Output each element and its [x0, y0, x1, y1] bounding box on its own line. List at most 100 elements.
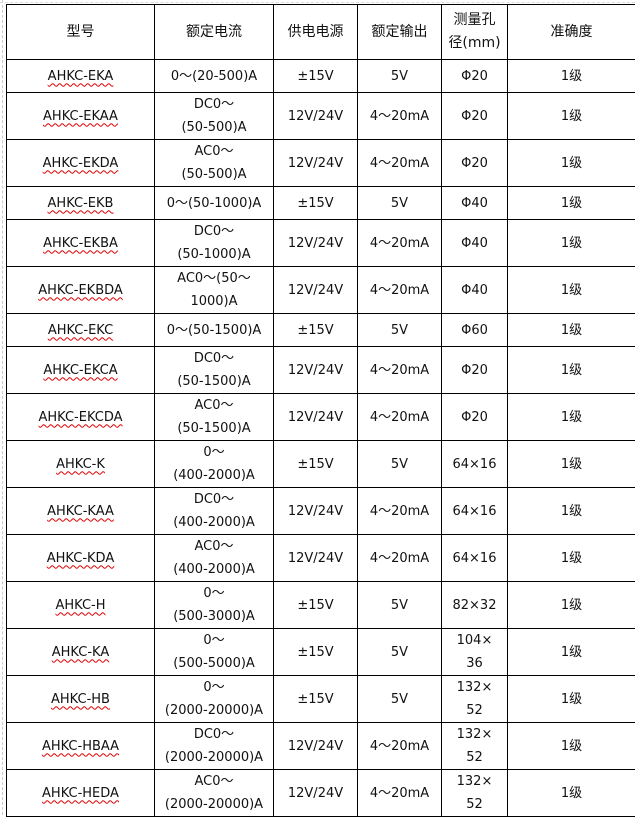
rated-current-cell-text: DC0～ (50-500)A: [181, 97, 246, 135]
accuracy-cell-text: 1级: [561, 69, 582, 84]
rated-output-cell-text: 5V: [391, 196, 408, 211]
rated-output-cell: 4～20mA: [358, 394, 442, 441]
aperture-cell: Φ20: [442, 140, 508, 187]
rated-current-cell: 0～ (500-3000)A: [155, 582, 274, 629]
model-cell-text: AHKC-KA: [52, 645, 109, 660]
rated-output-cell: 5V: [358, 187, 442, 220]
aperture-cell-text: 64×16: [453, 504, 497, 519]
rated-current-cell-text: DC0～ (50-1000)A: [177, 224, 250, 262]
accuracy-cell-text: 1级: [561, 109, 582, 124]
table-header-row: 型号 额定电流 供电电源 额定输出 测量孔 径(mm) 准确度: [7, 5, 635, 60]
power-supply-cell: 12V/24V: [274, 535, 358, 582]
power-supply-cell: 12V/24V: [274, 488, 358, 535]
accuracy-cell-text: 1级: [561, 236, 582, 251]
accuracy-cell-text: 1级: [561, 739, 582, 754]
model-cell-text: AHKC-EKBA: [43, 236, 118, 251]
accuracy-cell: 1级: [508, 140, 635, 187]
rated-current-cell-text: DC0～ (400-2000)A: [173, 492, 255, 530]
accuracy-cell: 1级: [508, 535, 635, 582]
aperture-cell: Φ40: [442, 187, 508, 220]
rated-current-cell: 0～ (2000-20000)A: [155, 676, 274, 723]
power-supply-cell: 12V/24V: [274, 140, 358, 187]
header-power-supply: 供电电源: [274, 5, 358, 60]
rated-output-cell: 5V: [358, 629, 442, 676]
rated-current-cell: AC0～ (50-500)A: [155, 140, 274, 187]
aperture-cell-text: Φ20: [461, 410, 488, 425]
rated-current-cell: DC0～ (50-1500)A: [155, 347, 274, 394]
power-supply-cell-text: 12V/24V: [288, 109, 343, 124]
power-supply-cell: 12V/24V: [274, 770, 358, 817]
rated-current-cell-text: 0～(20-500)A: [171, 69, 257, 84]
aperture-cell-text: Φ20: [461, 109, 488, 124]
product-spec-table: 型号 额定电流 供电电源 额定输出 测量孔 径(mm) 准确度 AHKC-EKA…: [6, 4, 635, 817]
accuracy-cell-text: 1级: [561, 196, 582, 211]
model-cell-text: AHKC-EKDA: [43, 156, 119, 171]
aperture-cell: 64×16: [442, 441, 508, 488]
power-supply-cell-text: ±15V: [297, 692, 333, 707]
model-cell-text: AHKC-EKBDA: [38, 283, 123, 298]
power-supply-cell-text: 12V/24V: [288, 156, 343, 171]
rated-output-cell-text: 5V: [391, 645, 408, 660]
model-cell: AHKC-HB: [7, 676, 155, 723]
accuracy-cell-text: 1级: [561, 410, 582, 425]
rated-output-cell: 4～20mA: [358, 140, 442, 187]
rated-current-cell: DC0～ (2000-20000)A: [155, 723, 274, 770]
accuracy-cell-text: 1级: [561, 323, 582, 338]
aperture-cell: Φ20: [442, 347, 508, 394]
power-supply-cell-text: 12V/24V: [288, 551, 343, 566]
model-cell-text: AHKC-K: [56, 457, 105, 472]
aperture-cell: Φ40: [442, 220, 508, 267]
power-supply-cell-text: ±15V: [297, 196, 333, 211]
rated-output-cell-text: 4～20mA: [370, 363, 429, 378]
aperture-cell: Φ20: [442, 60, 508, 93]
model-cell-text: AHKC-EKCDA: [38, 410, 122, 425]
aperture-cell: Φ40: [442, 267, 508, 314]
aperture-cell-text: 132× 52: [457, 680, 493, 718]
rated-output-cell: 4～20mA: [358, 220, 442, 267]
power-supply-cell: ±15V: [274, 676, 358, 723]
aperture-cell-text: Φ20: [461, 69, 488, 84]
power-supply-cell-text: 12V/24V: [288, 504, 343, 519]
rated-current-cell: AC0～ (50-1500)A: [155, 394, 274, 441]
accuracy-cell: 1级: [508, 93, 635, 140]
rated-output-cell-text: 4～20mA: [370, 283, 429, 298]
accuracy-cell-text: 1级: [561, 645, 582, 660]
aperture-cell: 132× 52: [442, 676, 508, 723]
model-cell: AHKC-K: [7, 441, 155, 488]
model-cell: AHKC-KDA: [7, 535, 155, 582]
rated-output-cell-text: 5V: [391, 692, 408, 707]
accuracy-cell-text: 1级: [561, 283, 582, 298]
rated-current-cell-text: DC0～ (2000-20000)A: [165, 727, 263, 765]
model-cell-text: AHKC-HEDA: [42, 786, 119, 801]
aperture-cell: 82×32: [442, 582, 508, 629]
accuracy-cell: 1级: [508, 220, 635, 267]
model-cell: AHKC-EKBDA: [7, 267, 155, 314]
aperture-cell-text: 64×16: [453, 457, 497, 472]
power-supply-cell: ±15V: [274, 629, 358, 676]
power-supply-cell-text: ±15V: [297, 69, 333, 84]
rated-output-cell-text: 4～20mA: [370, 739, 429, 754]
rated-output-cell: 4～20mA: [358, 535, 442, 582]
model-cell: AHKC-H: [7, 582, 155, 629]
rated-current-cell: 0～(50-1500)A: [155, 314, 274, 347]
model-cell: AHKC-EKAA: [7, 93, 155, 140]
power-supply-cell: ±15V: [274, 582, 358, 629]
rated-current-cell-text: 0～ (500-5000)A: [173, 633, 255, 671]
aperture-cell: Φ20: [442, 93, 508, 140]
power-supply-cell: ±15V: [274, 60, 358, 93]
rated-output-cell-text: 4～20mA: [370, 504, 429, 519]
rated-current-cell: DC0～ (400-2000)A: [155, 488, 274, 535]
rated-current-cell-text: DC0～ (50-1500)A: [177, 351, 250, 389]
rated-output-cell: 4～20mA: [358, 93, 442, 140]
rated-current-cell-text: 0～ (400-2000)A: [173, 445, 255, 483]
power-supply-cell-text: 12V/24V: [288, 739, 343, 754]
rated-output-cell-text: 5V: [391, 457, 408, 472]
model-cell: AHKC-EKDA: [7, 140, 155, 187]
